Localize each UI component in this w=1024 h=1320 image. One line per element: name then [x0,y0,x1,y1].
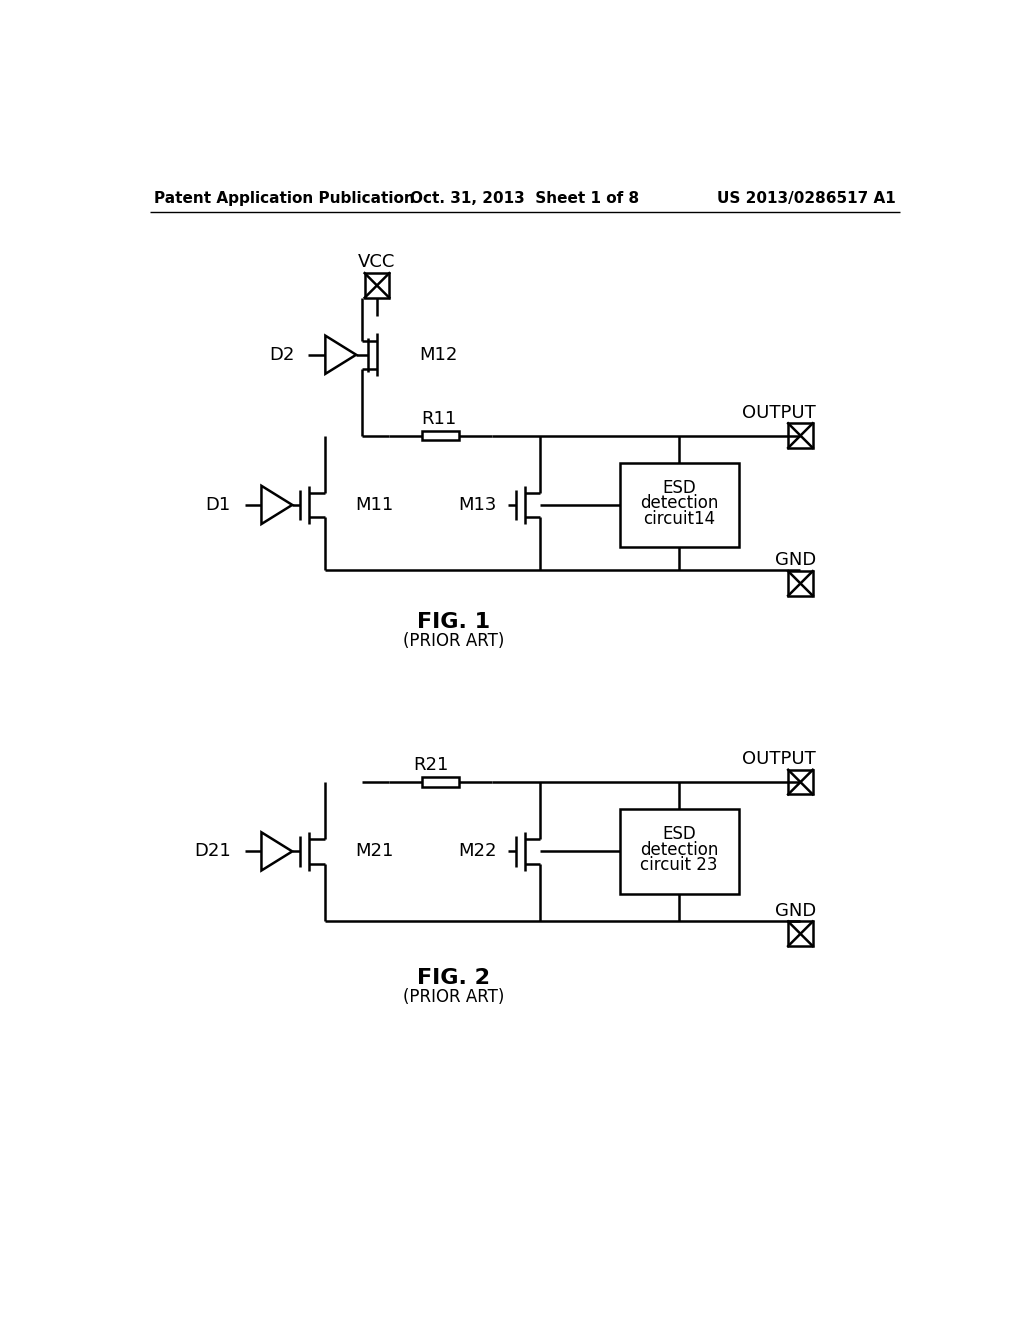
Text: FIG. 1: FIG. 1 [418,612,490,632]
Bar [620,462,739,548]
Text: circuit14: circuit14 [643,510,715,528]
Text: VCC: VCC [358,253,395,272]
Bar [422,777,459,787]
Text: M11: M11 [355,496,393,513]
Text: detection: detection [640,841,719,859]
Text: ESD: ESD [663,825,696,843]
Text: ESD: ESD [663,479,696,496]
Text: M21: M21 [355,842,394,861]
Text: detection: detection [640,495,719,512]
Text: R21: R21 [413,756,449,774]
Bar [788,770,813,795]
Text: M22: M22 [458,842,497,861]
Text: M13: M13 [458,496,497,513]
Text: (PRIOR ART): (PRIOR ART) [403,632,505,651]
Text: FIG. 2: FIG. 2 [418,968,490,987]
Text: Oct. 31, 2013  Sheet 1 of 8: Oct. 31, 2013 Sheet 1 of 8 [411,191,639,206]
Text: D1: D1 [206,496,230,513]
Text: Patent Application Publication: Patent Application Publication [154,191,415,206]
Bar [788,424,813,447]
Text: US 2013/0286517 A1: US 2013/0286517 A1 [717,191,896,206]
Bar [620,809,739,894]
Bar [788,921,813,946]
Text: GND: GND [774,902,816,920]
Text: OUTPUT: OUTPUT [742,750,816,768]
Text: (PRIOR ART): (PRIOR ART) [403,987,505,1006]
Text: circuit 23: circuit 23 [640,857,718,874]
Text: R11: R11 [421,409,456,428]
Text: D2: D2 [269,346,295,364]
Text: M12: M12 [419,346,458,364]
Bar [422,430,459,441]
Bar [365,273,389,298]
Text: GND: GND [774,552,816,569]
Text: OUTPUT: OUTPUT [742,404,816,421]
Bar [788,572,813,595]
Text: D21: D21 [194,842,230,861]
